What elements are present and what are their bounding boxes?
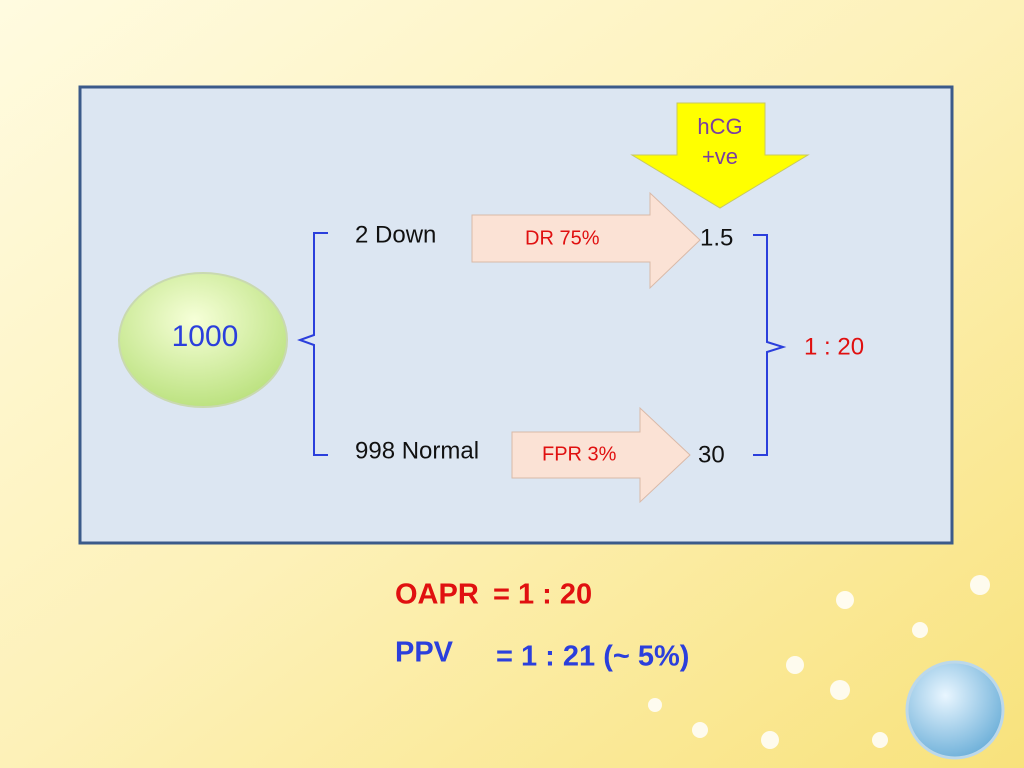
summary-value: = 1 : 21 (~ 5%) (496, 641, 689, 673)
result-label: 1.5 (700, 224, 733, 251)
test-arrow (630, 102, 810, 209)
group-label: 2 Down (355, 221, 436, 248)
rate-arrow (471, 191, 701, 290)
result-label: 30 (698, 441, 725, 468)
test-label: hCG (697, 114, 742, 139)
orb-decoration (905, 660, 1005, 760)
summary-label: PPV (395, 637, 454, 669)
right-brace (753, 234, 787, 456)
test-label: +ve (702, 144, 738, 169)
total-node (118, 272, 288, 408)
rate-arrow (511, 406, 691, 504)
decoration (648, 575, 990, 749)
summary-label: OAPR (395, 579, 479, 611)
left-brace (297, 232, 328, 456)
group-label: 998 Normal (355, 437, 479, 464)
total-label: 1000 (172, 320, 239, 353)
ratio-label: 1 : 20 (804, 333, 864, 360)
summary-value: = 1 : 20 (493, 579, 592, 611)
rate-label: FPR 3% (542, 443, 617, 465)
rate-label: DR 75% (525, 227, 600, 249)
